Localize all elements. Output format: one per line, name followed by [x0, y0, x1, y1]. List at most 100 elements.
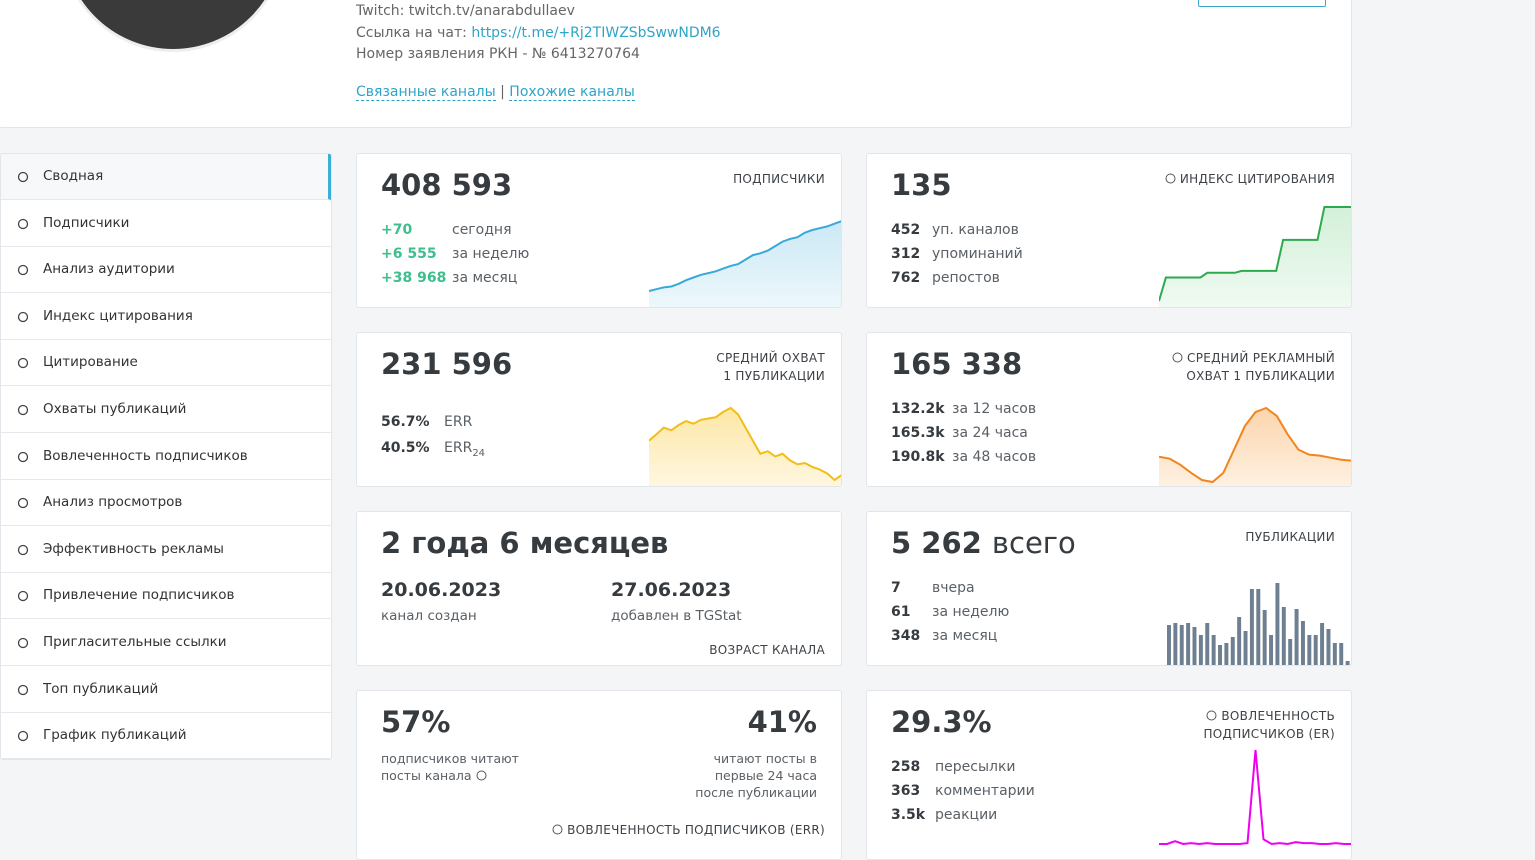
label-text: ВОВЛЕЧЕННОСТЬ: [1221, 709, 1335, 723]
label-line: СРЕДНИЙ ОХВАТ: [716, 351, 825, 365]
chat-link[interactable]: https://t.me/+Rj2TIWZSbSwwNDM6: [471, 25, 721, 41]
avatar: [60, 0, 286, 52]
bar: [1205, 623, 1210, 665]
row-label-text: за 12 часов: [952, 401, 1037, 417]
menu-item[interactable]: Индекс цитирования: [1, 294, 331, 340]
bar: [1262, 610, 1267, 665]
row-label-text: пересылки: [935, 759, 1016, 775]
menu-label: Охваты публикаций: [43, 401, 187, 417]
menu-item[interactable]: Вовлеченность подписчиков: [1, 434, 331, 480]
icon-shape: [17, 171, 29, 183]
bar: [1198, 635, 1203, 665]
label-line: СРЕДНИЙ РЕКЛАМНЫЙ: [1172, 349, 1335, 367]
row-value: +70: [381, 222, 413, 238]
menu-label: Анализ аудитории: [43, 261, 175, 278]
chat-label: Ссылка на чат:: [356, 25, 467, 41]
menu-label: График публикаций: [43, 727, 187, 744]
row-value: 56.7%: [381, 414, 430, 430]
row-label: за месяц: [452, 270, 517, 286]
bar: [1288, 639, 1293, 665]
menu-icon: [17, 358, 29, 369]
row-label-sub: 24: [472, 447, 486, 459]
button[interactable]: [1198, 0, 1326, 7]
menu-item[interactable]: Эффективность рекламы: [1, 527, 331, 573]
menu-item[interactable]: Цитирование: [1, 340, 331, 387]
row-label-text: ERR: [444, 414, 473, 430]
row-label-text: уп. каналов: [932, 222, 1019, 238]
menu-icon: [17, 498, 29, 509]
label: СРЕДНИЙ ОХВАТ 1 ПУБЛИКАЦИИ: [716, 349, 825, 385]
row-label-text: комментарии: [935, 783, 1035, 799]
row-label: пересылки: [935, 759, 1016, 775]
link[interactable]: Связанные каналы: [356, 84, 496, 101]
icon-shape: [17, 544, 29, 555]
row-label: за 12 часов: [952, 401, 1036, 417]
row-value: +38 968: [381, 270, 447, 286]
row-value: 348: [891, 628, 921, 644]
bar: [1167, 625, 1171, 665]
row-label: реакции: [935, 807, 997, 823]
row-value: 132.2k: [891, 401, 945, 417]
menu-icon: [17, 311, 29, 322]
row-label-text: ERR: [444, 440, 473, 456]
row-label: за 48 часов: [952, 449, 1036, 465]
label-line: ОХВАТ 1 ПУБЛИКАЦИИ: [1186, 369, 1335, 383]
bar: [1275, 583, 1280, 665]
bar: [1243, 631, 1248, 665]
menu-item[interactable]: Подписчики: [1, 201, 331, 247]
row-label-text: за месяц: [932, 628, 998, 644]
bar: [1320, 623, 1325, 665]
line: [649, 220, 841, 292]
card: 135 ИНДЕКС ЦИТИРОВАНИЯ 452 уп. каналов 312…: [866, 153, 1352, 308]
menu-item[interactable]: Топ публикаций: [1, 667, 331, 713]
menu-label: Индекс цитирования: [43, 307, 193, 324]
value: 57%: [381, 705, 451, 739]
label: ПУБЛИКАЦИИ: [1245, 530, 1335, 544]
row-label-text: репостов: [932, 270, 1000, 286]
menu-item[interactable]: Привлечение подписчиков: [1, 573, 331, 620]
menu-icon: [17, 544, 29, 555]
card: 57% 41% подписчиков читают посты канала …: [356, 690, 842, 860]
value: 41%: [747, 705, 817, 739]
sparkline: [1159, 406, 1351, 486]
bar: [1186, 623, 1191, 665]
sidebar: Сводная Подписчики Анализ аудитории Индекс …: [0, 153, 332, 760]
date-label: добавлен в TGStat: [611, 608, 742, 624]
bar: [1218, 645, 1222, 665]
bar: [1179, 625, 1184, 665]
bar: [1332, 643, 1337, 665]
line: [649, 406, 841, 482]
value-line: 5 262 всего: [891, 526, 1076, 560]
bar: [1307, 635, 1312, 665]
menu-item[interactable]: Охваты публикаций: [1, 387, 331, 433]
row-value: 165.3k: [891, 425, 945, 441]
row-label: репостов: [932, 270, 1000, 286]
unit: всего: [991, 526, 1076, 560]
menu-item[interactable]: Анализ просмотров: [1, 480, 331, 527]
menu-icon: [17, 637, 29, 649]
area: [1159, 408, 1351, 486]
row-label: упоминаний: [932, 246, 1023, 262]
menu-label: Цитирование: [43, 354, 138, 371]
link[interactable]: Похожие каналы: [509, 84, 635, 101]
row-label-text: за неделю: [452, 246, 530, 262]
line: [1159, 749, 1351, 846]
twitch: Twitch: twitch.tv/anarabdullaev: [356, 3, 575, 19]
menu-item[interactable]: Анализ аудитории: [1, 247, 331, 294]
area: [1159, 207, 1351, 307]
card: 231 596 СРЕДНИЙ ОХВАТ 1 ПУБЛИКАЦИИ 56.7% E…: [356, 332, 842, 487]
bar: [1224, 643, 1229, 665]
menu-label: Анализ просмотров: [43, 494, 183, 511]
row-label: уп. каналов: [932, 222, 1019, 238]
icon-shape: [17, 498, 29, 509]
menu-item[interactable]: Сводная: [1, 154, 331, 200]
row-label: за неделю: [932, 604, 1009, 620]
menu-item[interactable]: График публикаций: [1, 713, 331, 759]
sparkline: [1159, 206, 1351, 307]
row-label: вчера: [932, 580, 975, 596]
icon-shape: [17, 358, 29, 369]
menu-icon: [17, 684, 29, 695]
menu-label: Привлечение подписчиков: [43, 587, 235, 604]
menu-item[interactable]: Пригласительные ссылки: [1, 620, 331, 666]
